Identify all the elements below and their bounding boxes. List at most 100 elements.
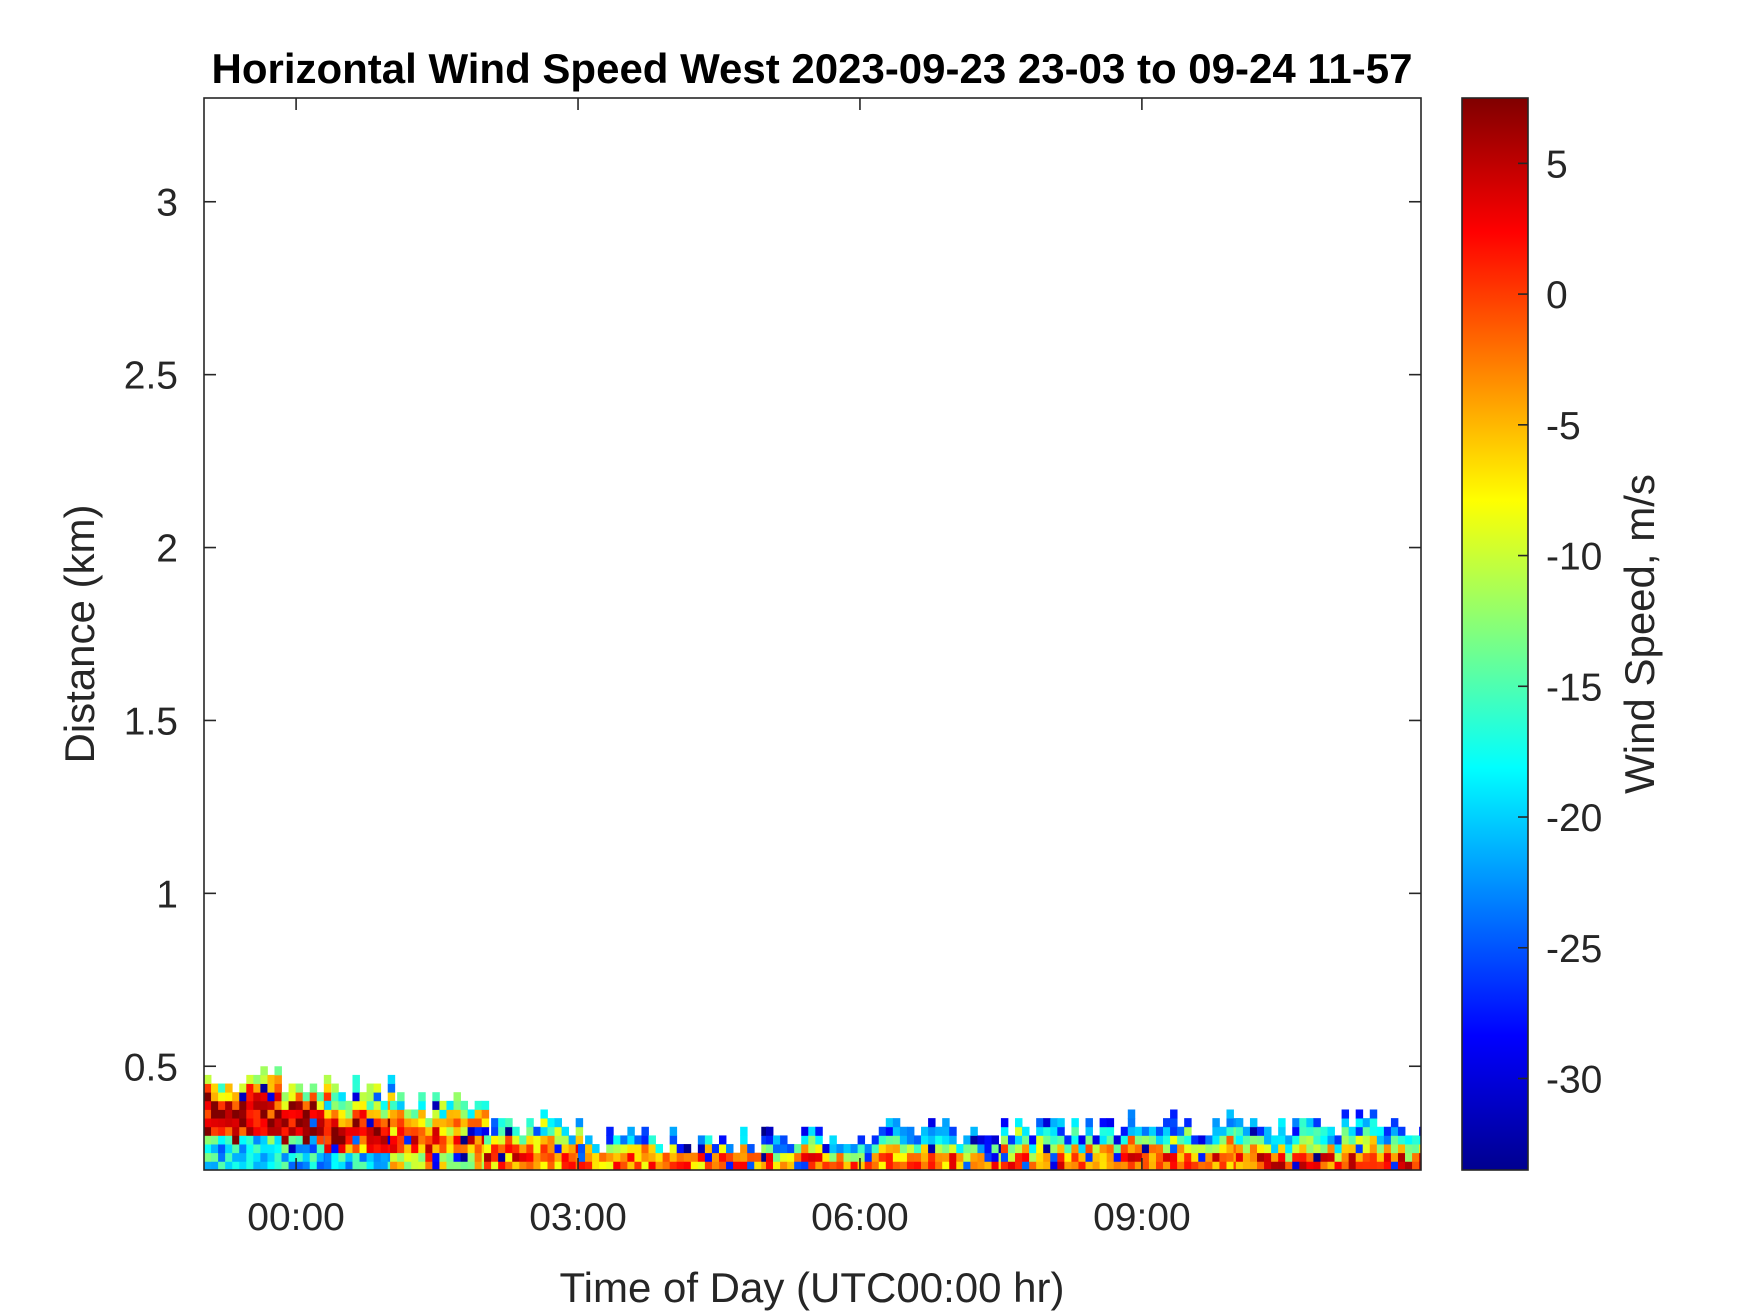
heatmap-cell [512,1152,520,1162]
heatmap-cell [1257,1161,1265,1171]
heatmap-cell [1127,1152,1136,1162]
heatmap-cell [1299,1126,1307,1136]
heatmap-cell [366,1135,375,1145]
heatmap-cell [1163,1144,1171,1154]
heatmap-cell [585,1135,593,1145]
heatmap-cell [906,1135,915,1145]
heatmap-cell [935,1144,943,1154]
heatmap-cell [316,1144,325,1154]
heatmap-cell [578,1144,586,1154]
heatmap-cell [561,1135,570,1145]
heatmap-cell [267,1144,275,1154]
heatmap-cell [1071,1118,1079,1128]
heatmap-cell [1334,1161,1342,1171]
heatmap-cell [246,1126,254,1136]
heatmap-cell [561,1161,570,1171]
heatmap-cell [1341,1126,1350,1136]
heatmap-cell [1390,1152,1399,1162]
heatmap-cell [906,1126,915,1136]
heatmap-cell [491,1135,499,1145]
heatmap-cell [302,1126,311,1136]
heatmap-cell [1362,1161,1371,1171]
heatmap-cell [815,1135,823,1145]
heatmap-cell [1007,1161,1016,1171]
heatmap-cell [1141,1144,1150,1154]
heatmap-cell [474,1161,483,1171]
heatmap-cell [878,1152,887,1162]
heatmap-cell [1226,1152,1234,1162]
heatmap-cell [274,1126,282,1136]
heatmap-cell [1127,1135,1136,1145]
heatmap-cell [260,1126,268,1136]
y-tick-label: 1.5 [124,700,178,743]
heatmap-cell [390,1161,398,1171]
heatmap-cell [1092,1161,1100,1171]
heatmap-cell [1348,1161,1357,1171]
heatmap-cell [373,1152,382,1162]
heatmap-cell [460,1135,469,1145]
heatmap-cell [239,1161,247,1171]
heatmap-cell [253,1126,261,1136]
heatmap-cell [1057,1135,1065,1145]
heatmap-cell [460,1109,469,1119]
heatmap-cell [829,1144,837,1154]
heatmap-cell [439,1161,447,1171]
heatmap-cell [599,1152,607,1162]
heatmap-cell [512,1126,520,1136]
heatmap-cell [316,1135,325,1145]
heatmap-cell [404,1118,412,1128]
heatmap-cell [309,1118,318,1128]
heatmap-cell [1212,1144,1220,1154]
heatmap-cell [1355,1161,1364,1171]
heatmap-cell [211,1152,219,1162]
heatmap-cell [892,1118,901,1128]
heatmap-cell [260,1074,268,1084]
heatmap-cell [467,1144,476,1154]
heatmap-cell [921,1144,929,1154]
colorbar-tick-label: 0 [1546,274,1568,317]
heatmap-cell [1050,1161,1058,1171]
heatmap-cell [761,1152,769,1162]
heatmap-cell [309,1092,318,1102]
heatmap-cell [1007,1144,1016,1154]
heatmap-cell [432,1092,440,1102]
heatmap-cell [366,1083,375,1093]
heatmap-cell [801,1144,809,1154]
heatmap-cell [1412,1135,1420,1145]
heatmap-cell [850,1144,859,1154]
heatmap-cell [540,1144,548,1154]
y-axis: 0.5 1 1.5 2 2.5 3 [124,182,1421,1089]
heatmap-cell [1184,1126,1192,1136]
heatmap-cell [309,1161,318,1171]
heatmap-cell [878,1161,887,1171]
heatmap-cell [366,1118,375,1128]
heatmap-cell [526,1144,534,1154]
heatmap-cell [1127,1144,1136,1154]
heatmap-cell [425,1161,433,1171]
heatmap-cell [338,1135,346,1145]
heatmap-cell [1412,1144,1420,1154]
heatmap-cell [1064,1161,1072,1171]
heatmap-cell [1177,1126,1185,1136]
heatmap-cell [453,1118,461,1128]
heatmap-cell [1369,1126,1378,1136]
heatmap-cell [505,1135,513,1145]
heatmap-cell [963,1152,971,1162]
heatmap-cell [225,1126,233,1136]
heatmap-cell [345,1126,353,1136]
heatmap-cell [787,1161,795,1171]
heatmap-cell [246,1100,254,1110]
heatmap-cell [899,1152,908,1162]
heatmap-cell [373,1144,382,1154]
heatmap-cell [467,1126,476,1136]
heatmap-cell [1226,1135,1234,1145]
heatmap-cell [787,1152,795,1162]
heatmap-cell [1029,1161,1037,1171]
heatmap-cell [204,1152,212,1162]
heatmap-cell [380,1144,389,1154]
heatmap-cell [1099,1126,1108,1136]
heatmap-cell [1015,1118,1023,1128]
heatmap-cell [1320,1126,1328,1136]
heatmap-cell [1127,1109,1136,1119]
